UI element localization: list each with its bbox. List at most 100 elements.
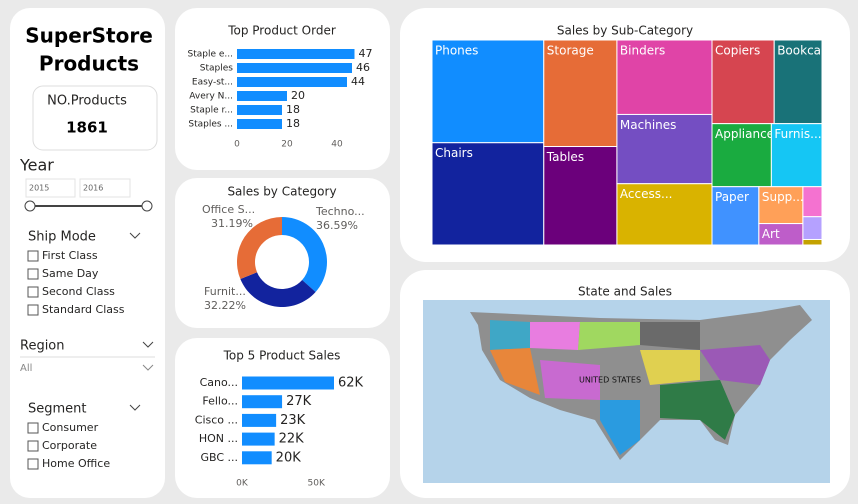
map-region xyxy=(578,322,640,350)
y-tick-label: Easy-st... xyxy=(192,78,233,88)
slice-value: 36.59% xyxy=(316,219,358,232)
pie-slice[interactable] xyxy=(240,272,316,308)
date-box[interactable] xyxy=(79,178,131,198)
chevron[interactable] xyxy=(129,404,141,411)
bar[interactable] xyxy=(237,63,352,73)
treemap-cell[interactable] xyxy=(773,39,823,125)
panel xyxy=(175,8,390,170)
value-label: 47 xyxy=(359,47,373,60)
checkbox[interactable] xyxy=(27,268,39,280)
checkbox[interactable] xyxy=(27,286,39,298)
panel xyxy=(175,338,390,498)
option-label: First Class xyxy=(42,249,98,262)
checkbox[interactable] xyxy=(27,458,39,470)
pie-slice[interactable] xyxy=(237,217,282,280)
date-from: 2015 xyxy=(29,184,49,193)
card xyxy=(32,85,158,151)
treemap-cell[interactable] xyxy=(616,183,713,246)
chevron[interactable] xyxy=(142,341,154,348)
y-tick-label: Cano... xyxy=(200,376,238,389)
cell-label: Appliances xyxy=(715,127,780,141)
y-tick-label: Staple r... xyxy=(190,106,233,116)
bar[interactable] xyxy=(237,77,347,87)
bar[interactable] xyxy=(242,432,275,446)
slicer-label: Year xyxy=(19,156,54,175)
y-tick-label: Fello... xyxy=(202,395,238,408)
chevron[interactable] xyxy=(142,364,154,371)
checkbox[interactable] xyxy=(27,440,39,452)
map-region xyxy=(700,345,770,385)
date-box[interactable] xyxy=(25,178,76,198)
treemap-cell[interactable] xyxy=(543,39,618,148)
bar[interactable] xyxy=(242,451,272,465)
cell-label: Chairs xyxy=(435,146,473,160)
checkbox[interactable] xyxy=(27,250,39,262)
value-label: 18 xyxy=(286,103,300,116)
cell-label: Storage xyxy=(547,44,594,58)
option-label: Home Office xyxy=(42,457,110,470)
chart-title: Top 5 Product Sales xyxy=(223,349,341,363)
sidebar-title: Products xyxy=(39,52,139,76)
map-region xyxy=(640,350,700,385)
slice-value: 31.19% xyxy=(211,217,253,230)
treemap-cell[interactable] xyxy=(770,123,823,188)
map-label: UNITED STATES xyxy=(579,376,641,385)
treemap-cell[interactable] xyxy=(431,142,545,246)
treemap-cell[interactable] xyxy=(543,146,618,246)
value-label: 23K xyxy=(280,413,306,428)
x-tick-label: 20 xyxy=(281,140,293,150)
bar[interactable] xyxy=(237,91,287,101)
cell-label: Bookcases xyxy=(777,44,841,58)
y-tick-label: Staples xyxy=(200,64,234,74)
checkbox[interactable] xyxy=(27,304,39,316)
value-label: 44 xyxy=(351,75,365,88)
chevron[interactable] xyxy=(129,232,141,239)
option-label: Same Day xyxy=(42,267,99,280)
map-region xyxy=(530,322,580,350)
slice-label: Office S... xyxy=(202,203,255,216)
bar[interactable] xyxy=(242,376,334,390)
bar[interactable] xyxy=(237,119,282,129)
cell-label: Art xyxy=(762,227,780,241)
map-region xyxy=(540,360,600,400)
treemap-cell[interactable] xyxy=(802,238,823,246)
slicer-label: Segment xyxy=(28,402,87,417)
checkbox[interactable] xyxy=(27,422,39,434)
bar[interactable] xyxy=(242,413,277,427)
y-tick-label: Avery N... xyxy=(189,92,233,102)
slider-handle[interactable] xyxy=(24,200,36,212)
treemap-cell[interactable] xyxy=(711,123,772,188)
bar[interactable] xyxy=(242,395,283,409)
y-tick-label: HON ... xyxy=(199,432,238,445)
pie-slice[interactable] xyxy=(282,217,328,292)
cell-label: Supp... xyxy=(762,190,804,204)
chart-title: Sales by Sub-Category xyxy=(557,24,693,38)
treemap-cell[interactable] xyxy=(758,186,804,225)
value-label: 18 xyxy=(286,117,300,130)
cell-label: Paper xyxy=(715,190,749,204)
cell-label: Binders xyxy=(620,44,665,58)
chart-title: Sales by Category xyxy=(227,185,336,199)
y-tick-label: Cisco ... xyxy=(195,413,238,426)
cell-label: Copiers xyxy=(715,44,760,58)
bar[interactable] xyxy=(237,105,282,115)
slider-handle[interactable] xyxy=(141,200,153,212)
treemap-cell[interactable] xyxy=(711,39,775,125)
treemap-cell[interactable] xyxy=(616,39,713,115)
map-region xyxy=(640,322,700,350)
option-label: Corporate xyxy=(42,439,97,452)
treemap-cell[interactable] xyxy=(711,186,760,246)
card-value: 1861 xyxy=(66,119,108,137)
treemap-cell[interactable] xyxy=(616,113,713,185)
treemap-cell[interactable] xyxy=(802,186,823,218)
slice-label: Techno... xyxy=(315,205,365,218)
value-label: 46 xyxy=(356,61,370,74)
bar[interactable] xyxy=(237,49,355,59)
panel xyxy=(175,178,390,328)
y-tick-label: Staples ... xyxy=(188,120,233,130)
y-tick-label: Staple e... xyxy=(188,50,234,60)
value-label: 62K xyxy=(338,376,364,391)
treemap-cell[interactable] xyxy=(802,216,823,240)
x-tick-label: 50K xyxy=(308,479,326,489)
dropdown-value[interactable]: All xyxy=(20,363,32,374)
